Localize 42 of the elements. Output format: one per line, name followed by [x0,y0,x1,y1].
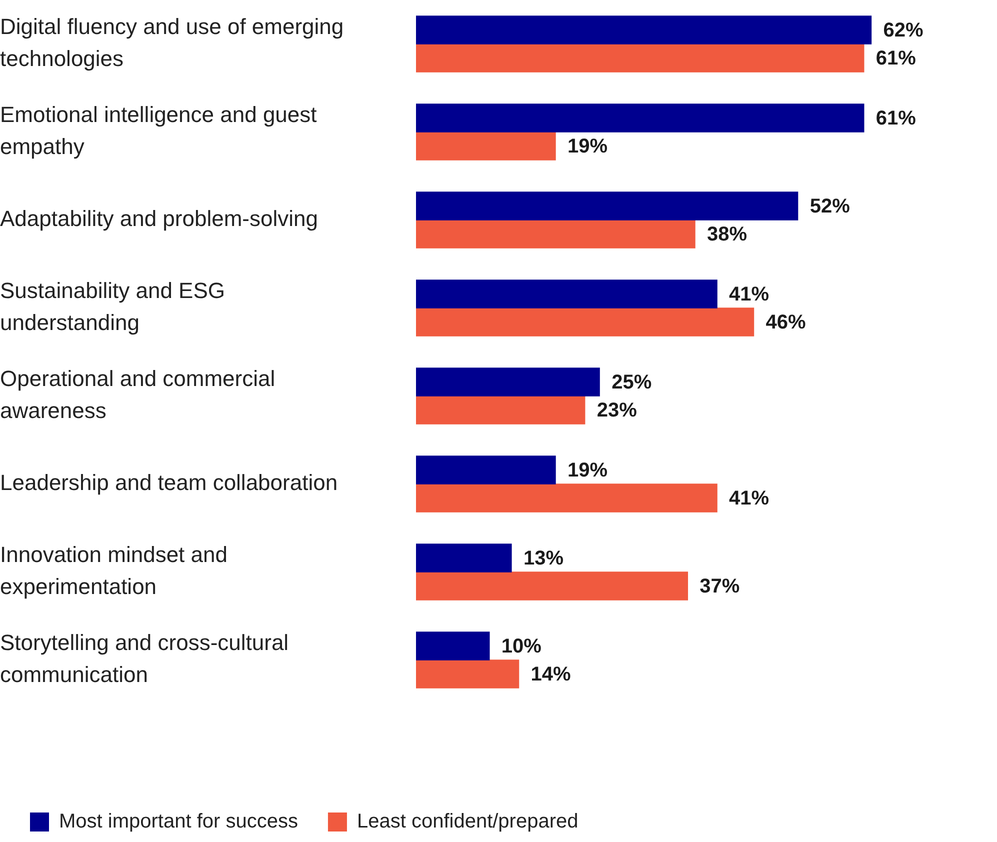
bar [416,572,688,600]
bar [416,132,556,160]
bar [416,660,520,688]
bar [416,396,586,424]
bar [416,484,718,512]
data-label: 46% [766,312,806,334]
y-tick-label: Operational and commercial awareness [0,366,276,424]
y-tick-label: Sustainability and ESG understanding [0,278,226,336]
y-tick-label: Leadership and team collaboration [0,470,338,496]
data-label: 41% [729,284,770,306]
data-label: 61% [876,108,916,130]
bar [416,104,864,132]
bar [416,456,556,484]
bar [416,44,864,72]
y-tick-label: Digital fluency and use of emerging technologies [0,14,344,72]
y-tick-label: Adaptability and problem-solving [0,206,318,232]
bar [416,544,512,572]
data-label: 23% [596,400,638,422]
data-label: 25% [612,372,652,394]
data-label: 61% [876,48,916,70]
bar [416,368,600,396]
data-label: 41% [729,488,770,510]
data-label: 52% [810,196,850,218]
y-tick-label: Innovation mindset and experimentation [0,542,228,600]
y-tick-label: Storytelling and cross-cultural communication [0,630,289,688]
bar [416,192,798,220]
data-label: 62% [883,20,924,42]
bar [416,632,490,660]
bar [416,16,872,44]
data-label: 10% [501,636,542,658]
data-label: 37% [700,576,740,598]
data-label: 14% [530,664,572,686]
bar [416,280,718,308]
data-label: 38% [707,224,748,246]
data-label: 13% [523,548,564,570]
legend-label: Most important for success [59,810,298,833]
y-tick-label: Emotional intelligence and guest empathy [0,102,317,160]
legend-label: Least confident/prepared [356,810,578,833]
bar [416,308,754,336]
data-label: 19% [568,136,608,158]
bar [416,220,696,248]
data-label: 19% [568,460,608,482]
